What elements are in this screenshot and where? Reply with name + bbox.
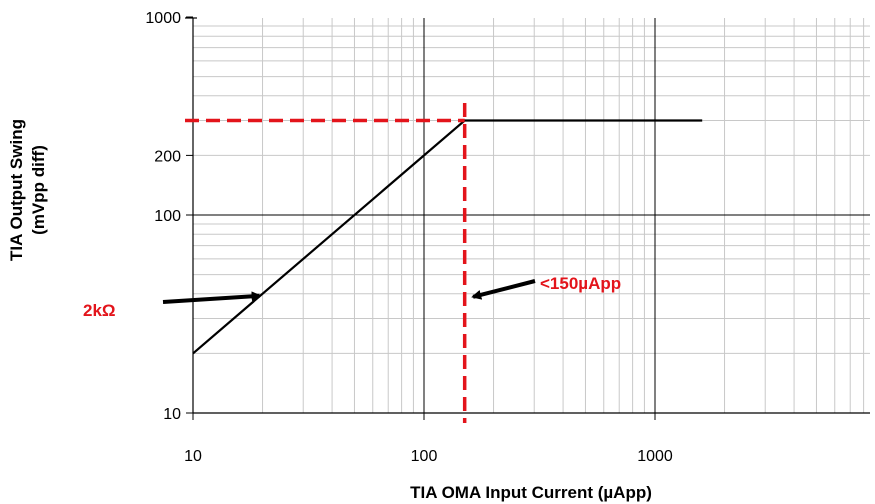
annotation-150uapp: <150µApp (540, 274, 621, 293)
y-axis-title: TIA Output Swing (mVpp diff) (7, 119, 48, 261)
x-axis-title: TIA OMA Input Current (µApp) (410, 483, 652, 502)
y-axis-ticks: 10 100 200 1000 (145, 10, 193, 423)
reference-lines (185, 103, 467, 423)
y-tick-label: 1000 (145, 10, 181, 27)
y-tick-label: 10 (163, 406, 181, 423)
x-tick-label: 10 (184, 448, 202, 465)
x-tick-label: 100 (411, 448, 438, 465)
major-gridlines (185, 17, 870, 414)
axis-titles: TIA OMA Input Current (µApp) TIA Output S… (7, 119, 652, 502)
series-line (192, 119, 703, 355)
series-layer (192, 119, 703, 355)
x-tick-label: 1000 (637, 448, 673, 465)
y-tick-label: 100 (154, 208, 181, 225)
y-tick-label: 200 (154, 148, 181, 165)
y-axis-title-line: TIA Output Swing (7, 119, 26, 261)
annotation-2k: 2kΩ (83, 301, 116, 320)
arrow-2k-icon (162, 291, 262, 304)
y-axis-title-line: (mVpp diff) (29, 145, 48, 235)
arrow-150uapp-icon (471, 279, 536, 300)
x-axis-ticks: 10 100 1000 (184, 413, 673, 465)
annotations: 2kΩ <150µApp (83, 274, 621, 320)
